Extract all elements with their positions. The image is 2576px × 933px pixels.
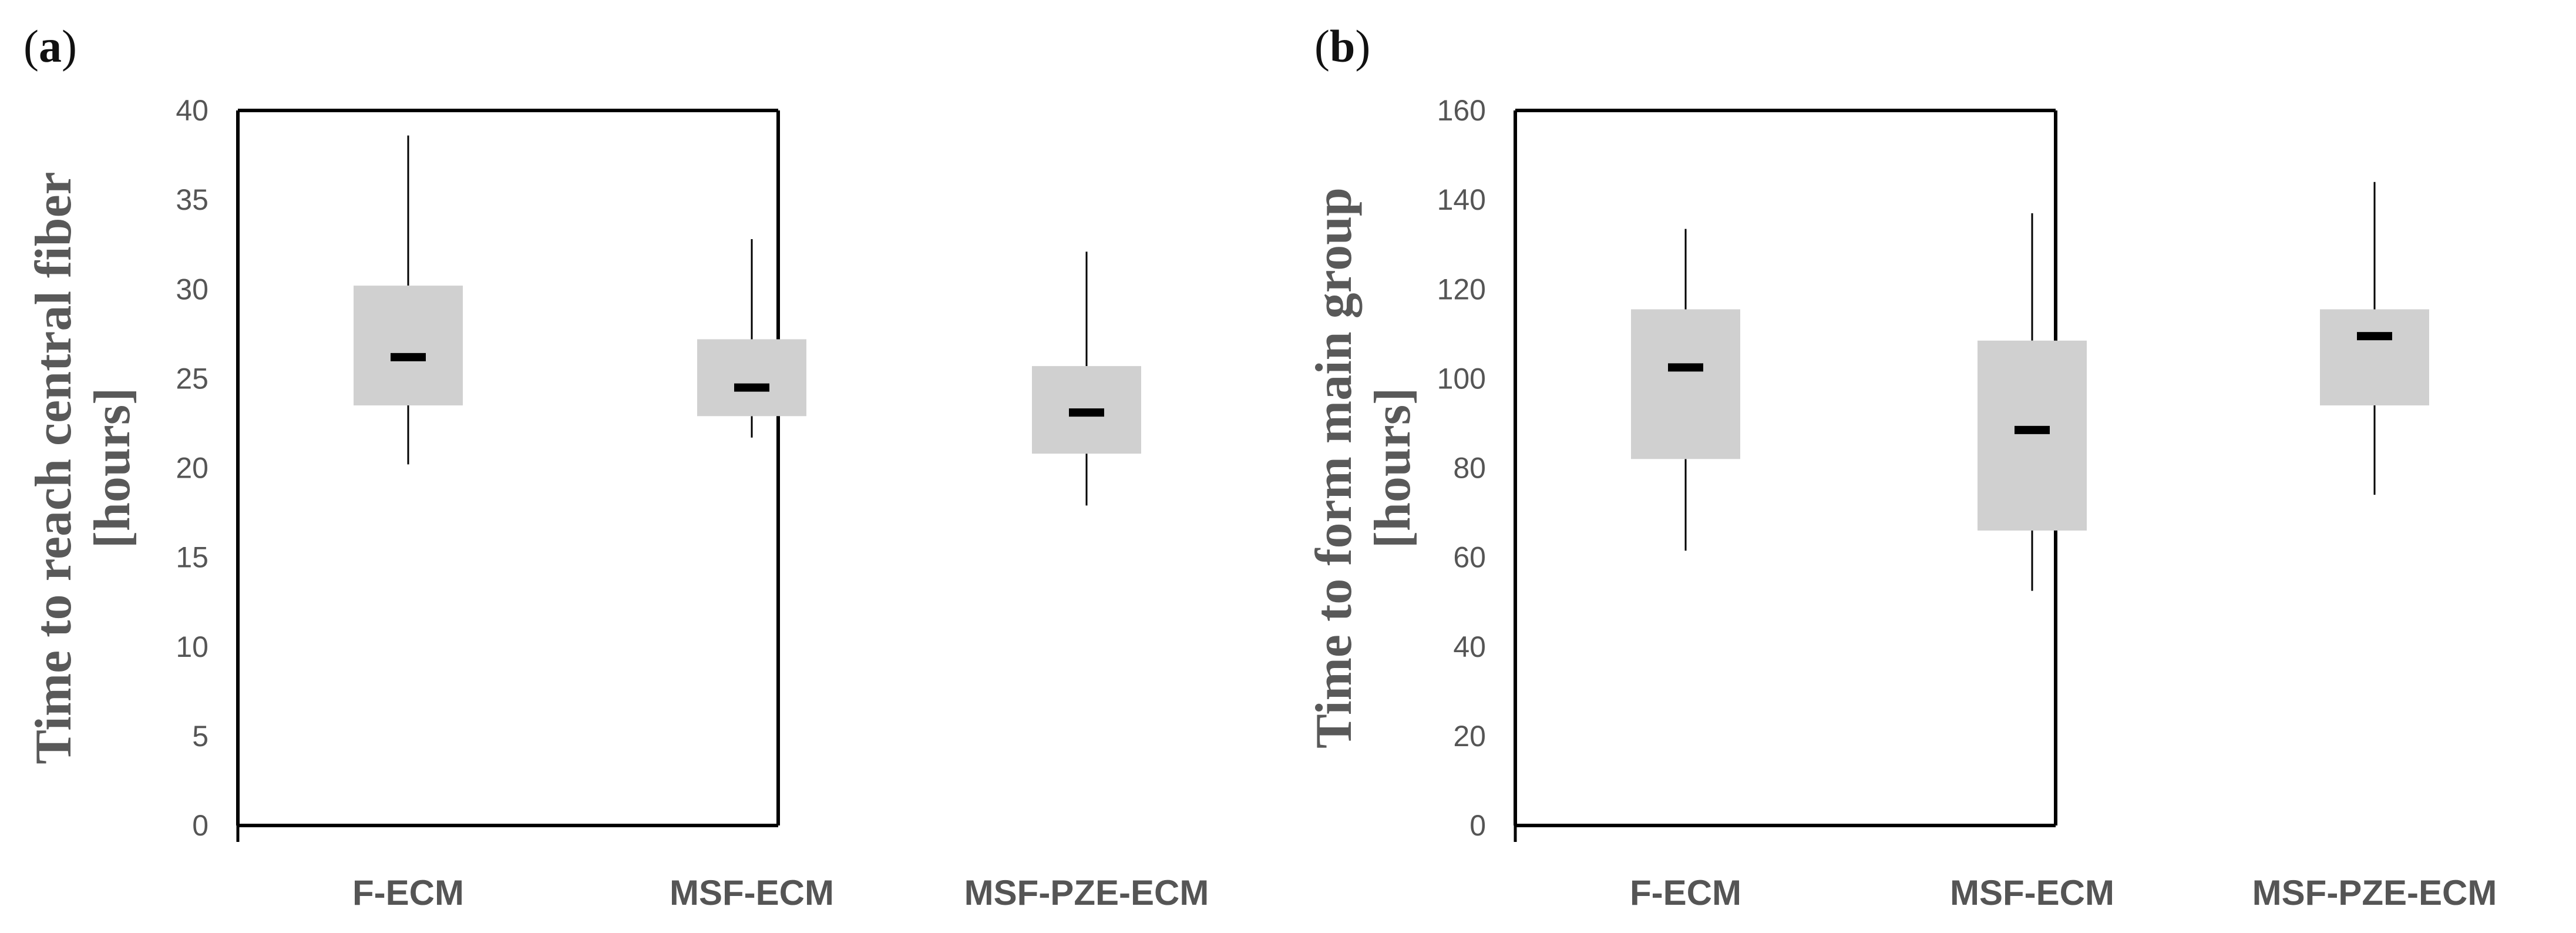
panel-label: (a)	[23, 21, 77, 72]
y-axis-label: Time to form main group[hours]	[1306, 187, 1421, 749]
box-iqr	[354, 286, 463, 406]
y-tick-label: 25	[176, 362, 208, 395]
x-category-label: MSF-ECM	[1950, 873, 2114, 912]
y-tick-label: 120	[1437, 273, 1486, 306]
y-tick-label: 0	[192, 809, 208, 842]
y-tick-label: 140	[1437, 183, 1486, 216]
y-tick-label: 5	[192, 720, 208, 753]
x-category-label: F-ECM	[1630, 873, 1741, 912]
y-tick-label: 15	[176, 541, 208, 574]
box-iqr	[697, 339, 806, 417]
box-iqr	[1631, 309, 1740, 459]
y-tick-label: 60	[1453, 541, 1486, 574]
y-tick-label: 100	[1437, 362, 1486, 395]
box-iqr	[2320, 309, 2429, 406]
y-tick-label: 10	[176, 630, 208, 663]
x-category-label: MSF-PZE-ECM	[964, 873, 1209, 912]
y-tick-label: 20	[1453, 720, 1486, 753]
y-tick-label: 35	[176, 183, 208, 216]
y-tick-label: 0	[1469, 809, 1486, 842]
y-tick-label: 20	[176, 452, 208, 485]
x-category-label: F-ECM	[352, 873, 464, 912]
y-axis-label: Time to reach central fiber[hours]	[25, 172, 141, 764]
y-tick-label: 40	[1453, 630, 1486, 663]
panel-label: (b)	[1314, 21, 1370, 72]
box-iqr	[1978, 340, 2087, 531]
y-tick-label: 160	[1437, 94, 1486, 127]
x-category-label: MSF-PZE-ECM	[2252, 873, 2497, 912]
x-category-label: MSF-ECM	[670, 873, 834, 912]
y-tick-label: 80	[1453, 452, 1486, 485]
y-tick-label: 30	[176, 273, 208, 306]
y-tick-label: 40	[176, 94, 208, 127]
